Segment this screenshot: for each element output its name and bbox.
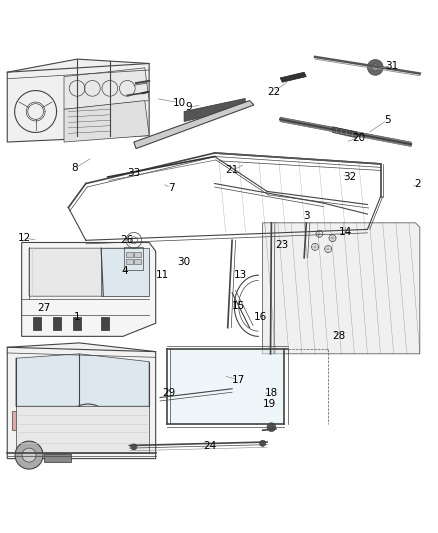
Circle shape bbox=[15, 441, 43, 469]
Polygon shape bbox=[280, 117, 411, 147]
Polygon shape bbox=[263, 223, 420, 354]
Circle shape bbox=[22, 448, 36, 462]
Text: 15: 15 bbox=[232, 301, 245, 311]
Text: 24: 24 bbox=[204, 440, 217, 450]
Circle shape bbox=[64, 404, 112, 452]
Polygon shape bbox=[332, 127, 357, 138]
Circle shape bbox=[131, 444, 137, 450]
Bar bbox=[33, 317, 41, 330]
Text: 1: 1 bbox=[74, 312, 81, 322]
Text: 3: 3 bbox=[303, 211, 310, 221]
Bar bbox=[53, 317, 61, 330]
Text: 13: 13 bbox=[234, 270, 247, 280]
Polygon shape bbox=[12, 410, 27, 430]
Bar bbox=[134, 252, 141, 257]
Bar bbox=[73, 317, 81, 330]
Polygon shape bbox=[16, 354, 149, 406]
Text: 12: 12 bbox=[18, 233, 32, 243]
Text: 23: 23 bbox=[276, 240, 289, 249]
Circle shape bbox=[367, 60, 383, 75]
Text: 30: 30 bbox=[177, 257, 191, 267]
Text: 18: 18 bbox=[265, 388, 278, 398]
Circle shape bbox=[74, 414, 102, 442]
Circle shape bbox=[260, 440, 266, 446]
Text: 22: 22 bbox=[267, 87, 280, 97]
Text: 20: 20 bbox=[352, 133, 365, 143]
Polygon shape bbox=[134, 101, 254, 149]
Polygon shape bbox=[280, 72, 306, 82]
Text: 21: 21 bbox=[226, 165, 239, 175]
Circle shape bbox=[84, 424, 92, 432]
Text: 9: 9 bbox=[185, 102, 192, 112]
Polygon shape bbox=[21, 243, 155, 336]
Text: 16: 16 bbox=[254, 312, 267, 322]
Text: 32: 32 bbox=[343, 172, 357, 182]
Bar bbox=[44, 454, 71, 462]
Polygon shape bbox=[29, 248, 149, 296]
Text: 11: 11 bbox=[155, 270, 169, 280]
Polygon shape bbox=[64, 68, 149, 109]
Text: 17: 17 bbox=[232, 375, 245, 385]
Text: 28: 28 bbox=[332, 332, 346, 341]
Text: 8: 8 bbox=[71, 163, 78, 173]
Polygon shape bbox=[184, 99, 245, 122]
Text: 5: 5 bbox=[384, 115, 390, 125]
Circle shape bbox=[267, 423, 276, 432]
Bar bbox=[134, 259, 141, 264]
Polygon shape bbox=[7, 59, 149, 142]
Polygon shape bbox=[16, 406, 149, 454]
Polygon shape bbox=[64, 101, 149, 142]
Polygon shape bbox=[101, 248, 149, 296]
Text: 2: 2 bbox=[414, 179, 421, 189]
Bar bbox=[101, 317, 109, 330]
Text: 26: 26 bbox=[121, 235, 134, 245]
Text: 27: 27 bbox=[38, 303, 51, 313]
Text: 29: 29 bbox=[162, 388, 175, 398]
Text: 7: 7 bbox=[168, 183, 174, 193]
Text: 10: 10 bbox=[173, 98, 186, 108]
Bar bbox=[126, 252, 133, 257]
Text: 19: 19 bbox=[263, 399, 276, 409]
Text: 14: 14 bbox=[339, 227, 352, 237]
Text: 4: 4 bbox=[122, 266, 128, 276]
Text: 33: 33 bbox=[127, 168, 141, 177]
Polygon shape bbox=[7, 343, 155, 458]
Polygon shape bbox=[170, 350, 285, 424]
Bar bbox=[126, 259, 133, 264]
Text: 31: 31 bbox=[385, 61, 398, 71]
Circle shape bbox=[372, 64, 379, 71]
